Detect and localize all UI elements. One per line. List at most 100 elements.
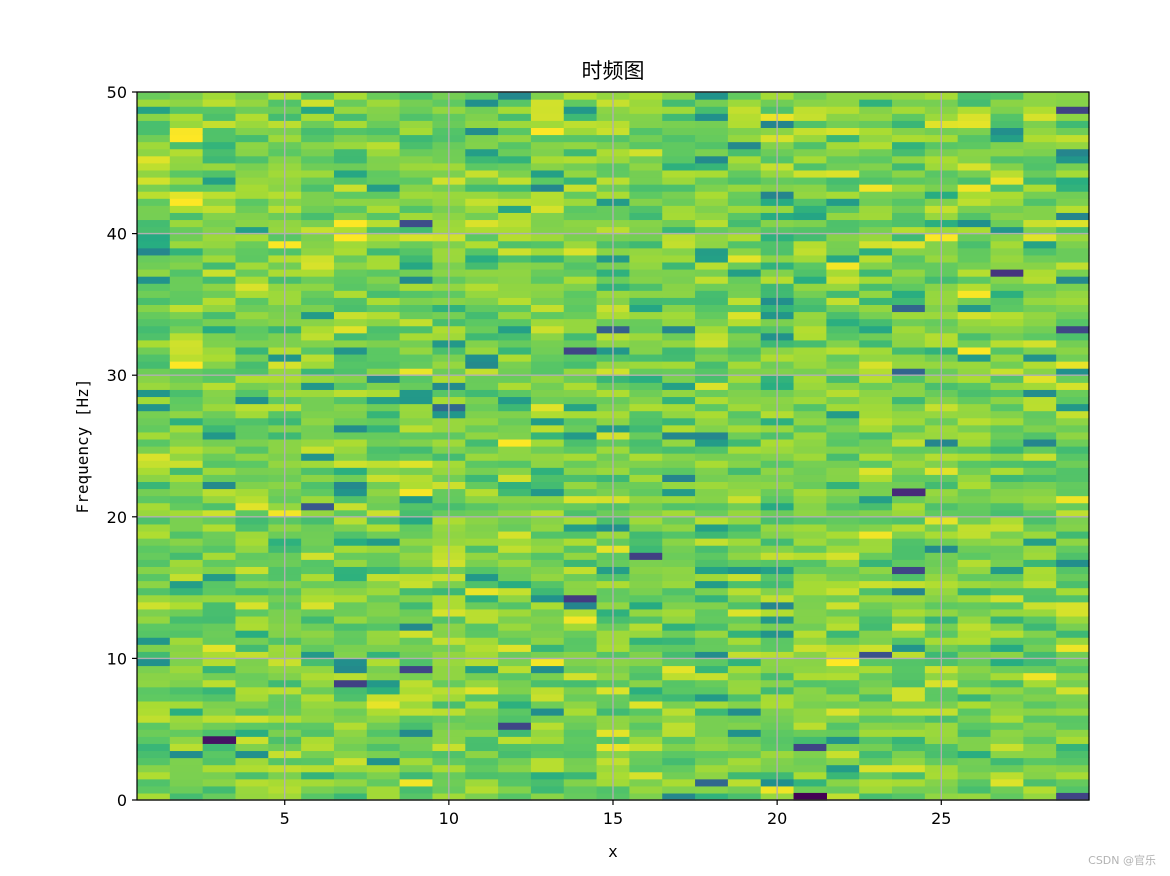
heatmap-cell: [859, 580, 893, 589]
heatmap-cell: [399, 304, 434, 313]
heatmap-cell: [892, 417, 926, 426]
heatmap-cell: [990, 353, 1024, 362]
heatmap-cell: [301, 99, 335, 107]
heatmap-cell: [793, 205, 827, 213]
heatmap-cell: [333, 750, 368, 759]
heatmap-cell: [629, 339, 663, 348]
heatmap-cell: [235, 290, 269, 298]
heatmap-cell: [662, 792, 696, 801]
heatmap-cell: [695, 438, 729, 447]
heatmap-cell: [301, 240, 335, 249]
heatmap-cell: [366, 353, 401, 362]
heatmap-cell: [498, 191, 532, 199]
heatmap-cell: [530, 679, 565, 688]
heatmap-cell: [695, 488, 729, 497]
heatmap-cell: [793, 198, 827, 206]
heatmap-cell: [990, 630, 1024, 638]
heatmap-cell: [137, 785, 171, 794]
heatmap-cell: [859, 566, 893, 575]
heatmap-cell: [662, 311, 696, 320]
heatmap-cell: [957, 630, 992, 638]
heatmap-cell: [366, 651, 401, 659]
heatmap-cell: [301, 410, 335, 419]
heatmap-cell: [793, 764, 827, 773]
heatmap-cell: [629, 637, 663, 645]
heatmap-cell: [399, 424, 434, 433]
heatmap-cell: [399, 750, 434, 759]
heatmap-cell: [990, 276, 1024, 284]
heatmap-cell: [169, 233, 204, 242]
heatmap-cell: [793, 417, 827, 426]
heatmap-cell: [957, 233, 992, 242]
heatmap-cell: [235, 169, 269, 178]
heatmap-cell: [530, 375, 565, 383]
heatmap-cell: [793, 261, 827, 270]
heatmap-cell: [498, 771, 532, 780]
heatmap-cell: [826, 106, 860, 114]
heatmap-cell: [498, 283, 532, 291]
heatmap-cell: [399, 446, 434, 454]
heatmap-cell: [629, 460, 663, 468]
heatmap-cell: [169, 538, 204, 546]
heatmap-cell: [892, 120, 926, 128]
heatmap-cell: [563, 375, 598, 383]
heatmap-cell: [137, 637, 171, 645]
heatmap-cell: [892, 665, 926, 674]
heatmap-cell: [826, 453, 860, 461]
heatmap-cell: [465, 516, 499, 525]
heatmap-cell: [235, 608, 269, 617]
heatmap-cell: [859, 382, 893, 390]
heatmap-cell: [333, 155, 368, 164]
heatmap-cell: [859, 792, 893, 801]
heatmap-cell: [826, 375, 860, 383]
heatmap-cell: [235, 615, 269, 624]
heatmap-cell: [1056, 580, 1090, 589]
heatmap-cell: [892, 474, 926, 482]
heatmap-cell: [629, 446, 663, 454]
heatmap-cell: [333, 785, 368, 794]
heatmap-cell: [727, 297, 762, 305]
heatmap-cell: [366, 523, 401, 532]
heatmap-cell: [957, 715, 992, 723]
heatmap-cell: [990, 523, 1024, 532]
heatmap-cell: [629, 757, 663, 766]
heatmap-cell: [662, 750, 696, 759]
heatmap-cell: [333, 276, 368, 284]
heatmap-cell: [333, 134, 368, 143]
heatmap-cell: [695, 545, 729, 553]
heatmap-cell: [1023, 764, 1057, 773]
heatmap-cell: [366, 446, 401, 454]
heatmap-cell: [629, 254, 663, 263]
heatmap-cell: [333, 658, 368, 667]
heatmap-cell: [563, 141, 598, 150]
heatmap-cell: [892, 431, 926, 440]
heatmap-cell: [498, 573, 532, 582]
heatmap-cell: [1056, 325, 1090, 334]
heatmap-cell: [333, 523, 368, 532]
heatmap-cell: [1023, 269, 1057, 277]
heatmap-cell: [859, 120, 893, 128]
heatmap-cell: [202, 162, 237, 171]
heatmap-cell: [695, 113, 729, 121]
heatmap-cell: [399, 771, 434, 780]
heatmap-cell: [826, 594, 860, 603]
heatmap-cell: [202, 715, 237, 723]
heatmap-cell: [366, 700, 401, 709]
heatmap-cell: [169, 353, 204, 362]
heatmap-cell: [1056, 403, 1090, 412]
heatmap-cell: [399, 254, 434, 263]
heatmap-cell: [169, 254, 204, 263]
heatmap-cell: [1023, 226, 1057, 235]
heatmap-cell: [169, 361, 204, 369]
heatmap-cell: [169, 169, 204, 178]
heatmap-cell: [498, 226, 532, 235]
heatmap-cell: [793, 587, 827, 596]
heatmap-cell: [399, 127, 434, 136]
heatmap-cell: [1023, 290, 1057, 298]
heatmap-cell: [169, 637, 204, 645]
heatmap-cell: [695, 573, 729, 582]
heatmap-cell: [169, 757, 204, 766]
heatmap-cell: [498, 530, 532, 539]
heatmap-cell: [695, 134, 729, 143]
heatmap-cell: [530, 212, 565, 221]
